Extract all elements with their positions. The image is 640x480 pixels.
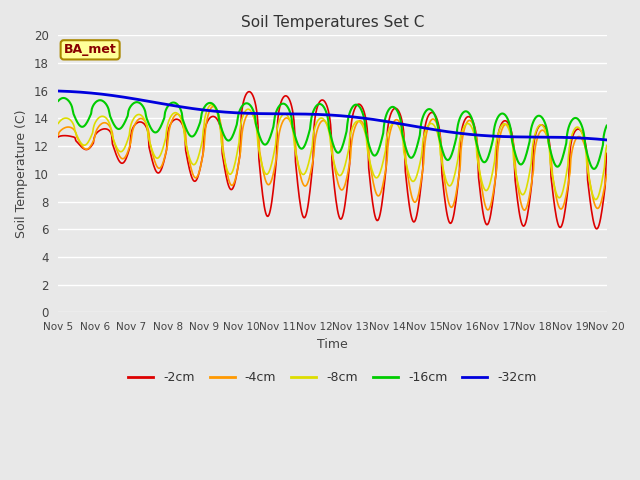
Legend: -2cm, -4cm, -8cm, -16cm, -32cm: -2cm, -4cm, -8cm, -16cm, -32cm <box>124 366 541 389</box>
Y-axis label: Soil Temperature (C): Soil Temperature (C) <box>15 109 28 238</box>
Title: Soil Temperatures Set C: Soil Temperatures Set C <box>241 15 424 30</box>
Text: BA_met: BA_met <box>64 43 116 56</box>
X-axis label: Time: Time <box>317 337 348 351</box>
